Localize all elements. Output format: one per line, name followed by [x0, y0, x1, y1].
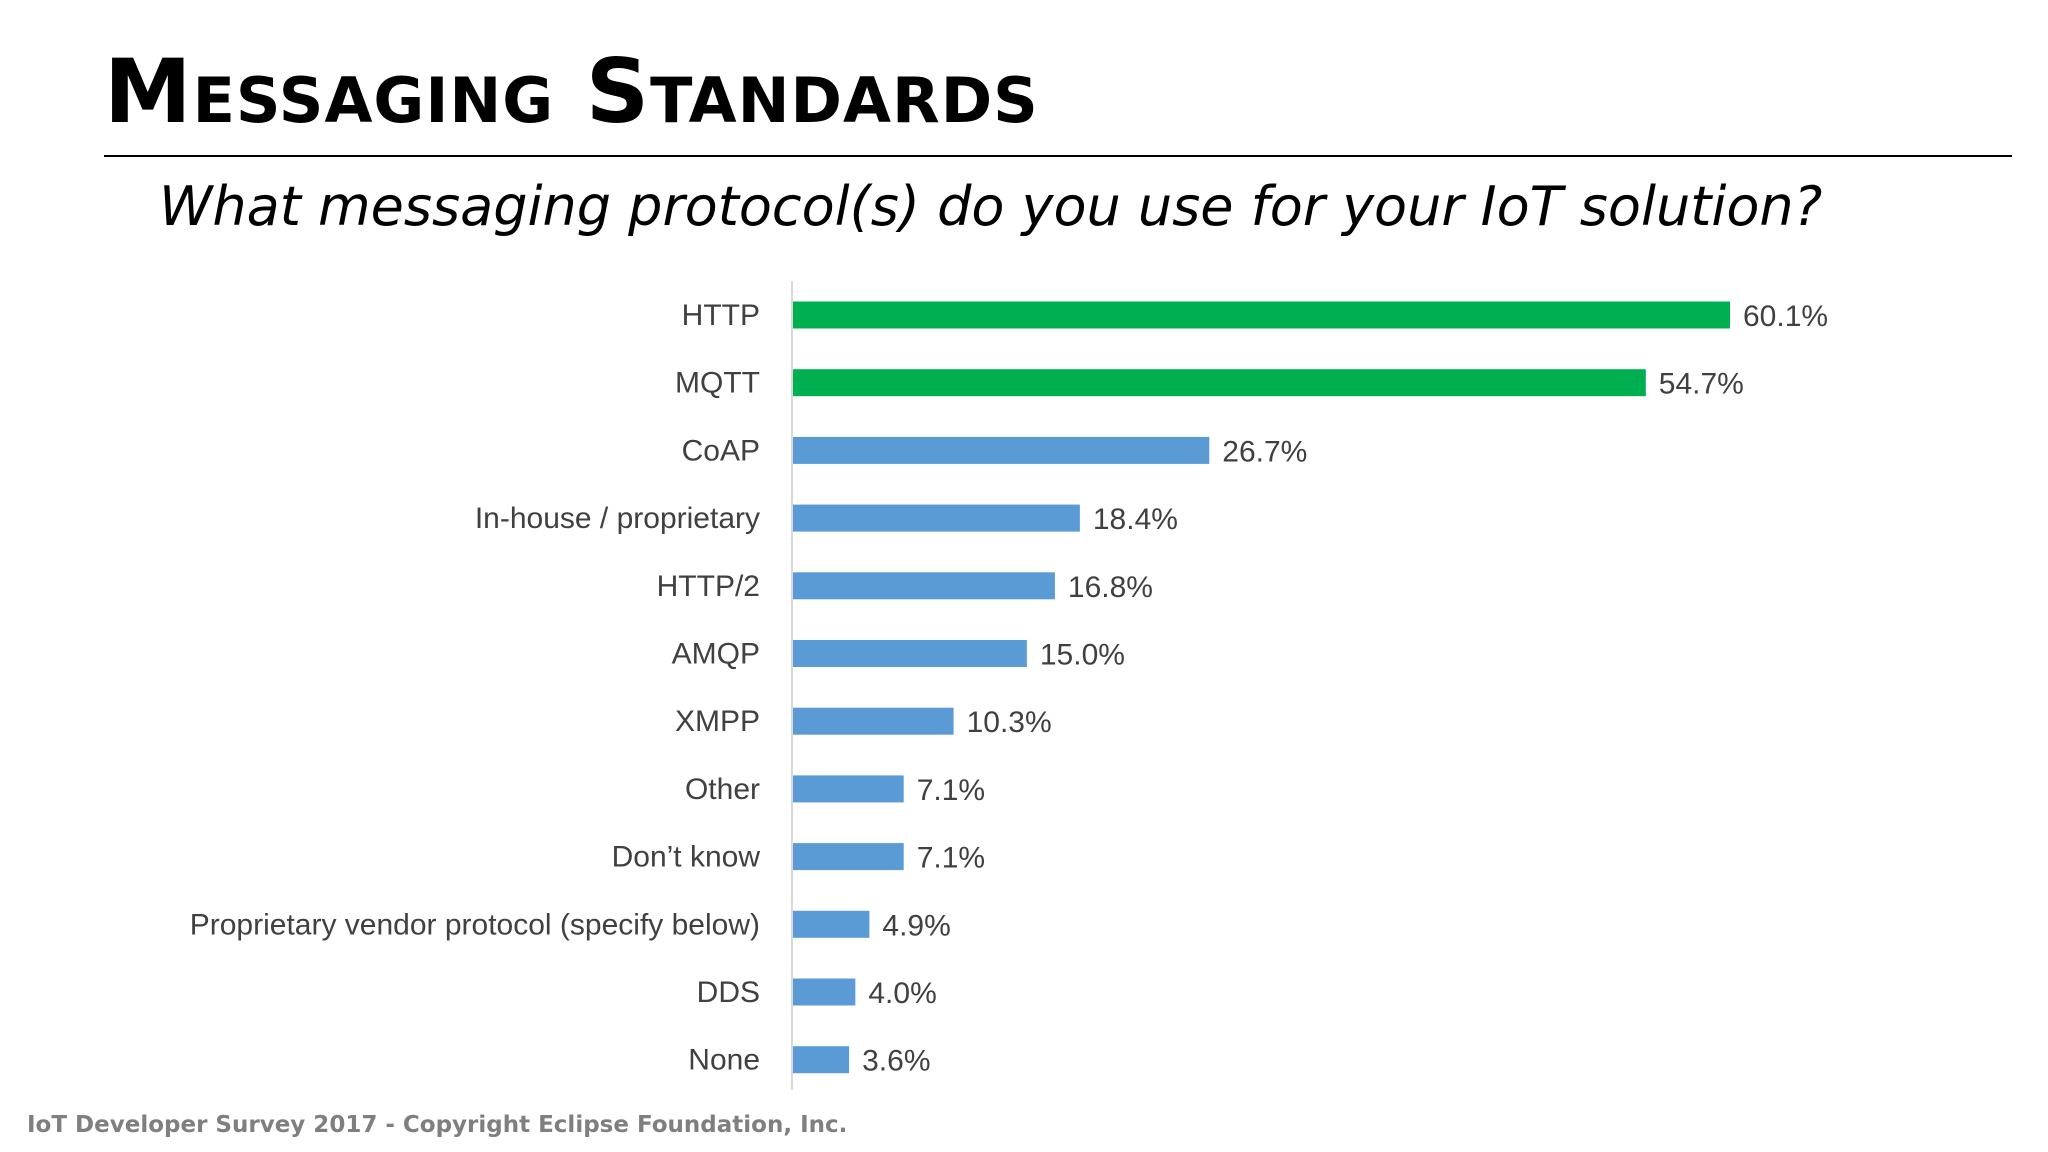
category-label: MQTT — [675, 367, 760, 400]
bar-4 — [793, 572, 1055, 600]
bar-8 — [793, 843, 904, 871]
category-label: XMPP — [675, 705, 760, 738]
bar-1 — [793, 369, 1646, 397]
data-label: 60.1% — [1743, 300, 1828, 333]
data-label: 16.8% — [1068, 571, 1153, 604]
category-label: HTTP — [682, 299, 760, 332]
category-label: None — [688, 1044, 760, 1077]
data-label: 15.0% — [1040, 639, 1125, 672]
bar-chart: HTTP MQTT CoAP In-house / proprietary HTTP/2… — [190, 281, 1828, 1090]
category-label: Proprietary vendor protocol (specify bel… — [190, 908, 760, 941]
category-label: DDS — [697, 976, 760, 1009]
bar-2 — [793, 436, 1210, 464]
chart-bars — [793, 301, 1730, 1074]
copyright-footer: IoT Developer Survey 2017 - Copyright Ec… — [27, 1112, 848, 1138]
bar-7 — [793, 775, 904, 803]
bar-9 — [793, 910, 870, 938]
category-label: In-house / proprietary — [475, 502, 760, 535]
bar-6 — [793, 707, 954, 735]
bar-5 — [793, 640, 1027, 667]
data-label: 54.7% — [1659, 368, 1744, 401]
data-label: 26.7% — [1222, 435, 1307, 468]
category-label: Other — [685, 773, 760, 806]
data-label: 7.1% — [917, 842, 985, 875]
bar-10 — [793, 978, 856, 1006]
category-label: AMQP — [672, 638, 760, 671]
data-label: 7.1% — [917, 774, 985, 807]
data-label: 4.9% — [882, 909, 950, 942]
category-label: CoAP — [682, 434, 760, 467]
data-label: 18.4% — [1093, 503, 1178, 536]
data-label: 3.6% — [862, 1045, 930, 1078]
category-label: HTTP/2 — [657, 570, 760, 603]
slide-title: Messaging Standards — [104, 40, 1039, 143]
chart-category-labels: HTTP MQTT CoAP In-house / proprietary HTTP/2… — [190, 299, 761, 1077]
category-label: Don’t know — [612, 841, 761, 874]
data-label: 10.3% — [967, 706, 1052, 739]
slide-subtitle: What messaging protocol(s) do you use fo… — [159, 175, 1823, 238]
bar-3 — [793, 504, 1080, 532]
bar-0 — [793, 301, 1730, 329]
chart-value-labels: 60.1% 54.7% 26.7% 18.4% 16.8% 15.0% 10.3% 7.1% 7… — [862, 300, 1828, 1078]
title-divider — [104, 155, 2012, 157]
data-label: 4.0% — [868, 977, 936, 1010]
bar-11 — [793, 1046, 850, 1074]
